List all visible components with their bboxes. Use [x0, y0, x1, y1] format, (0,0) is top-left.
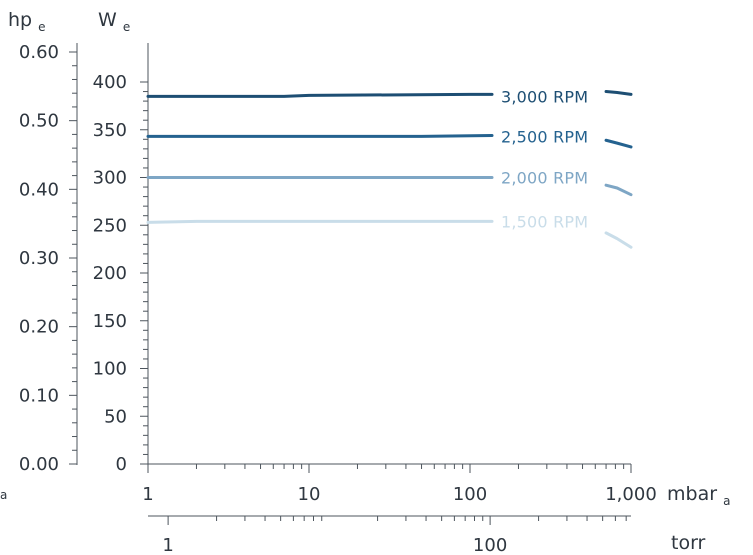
hp-tick-label: 0.20	[19, 317, 59, 338]
series-line-3-000-rpm	[146, 92, 494, 98]
left-edge-subscript: a	[0, 488, 7, 502]
torr-tick-label: 1	[162, 535, 173, 555]
series-tail-2-500-rpm	[604, 138, 633, 149]
hp-tick-label: 0.30	[19, 248, 59, 269]
hp-axis-unit: hp e	[8, 9, 46, 34]
hp-tick-label: 0.40	[19, 179, 59, 200]
series-line-2-500-rpm	[146, 133, 494, 138]
series-tail-3-000-rpm	[604, 90, 633, 96]
series-label-3-000-rpm: 3,000 RPM	[501, 87, 588, 106]
mbar-axis-unit-text: mbar	[667, 483, 717, 505]
hp-tick-label: 0.10	[19, 385, 59, 406]
series-label-1-500-rpm: 1,500 RPM	[501, 212, 588, 231]
series-layer: 3,000 RPM 2,500 RPM 2,000 RPM 1,500 RPM	[146, 87, 633, 249]
torr-axis-ticks: 1 100	[162, 516, 627, 555]
series-label-2-500-rpm: 2,500 RPM	[501, 127, 588, 146]
mbar-tick-label: 1	[142, 484, 153, 505]
mbar-tick-label: 100	[453, 484, 487, 505]
w-tick-label: 250	[93, 215, 127, 236]
w-tick-label: 150	[93, 311, 127, 332]
hp-tick-label: 0.50	[19, 111, 59, 132]
w-tick-label: 200	[93, 263, 127, 284]
w-tick-label: 0	[116, 454, 127, 475]
hp-tick-label: 0.00	[19, 454, 59, 475]
w-axis-ticks: 400 350 300 250 200 150 100 50 0	[93, 72, 148, 475]
w-tick-label: 100	[93, 359, 127, 380]
torr-axis-unit: torr	[671, 532, 706, 554]
hp-axis-ticks: 0.60 0.50 0.40 0.30 0.20 0.10 0.00	[19, 42, 77, 475]
hp-axis-unit-text: hp	[8, 9, 32, 31]
mbar-tick-label: 1,000	[605, 484, 657, 505]
mbar-axis-unit-subscript: a	[723, 494, 730, 508]
w-axis-unit-text: W	[98, 9, 117, 31]
series-line-1-500-rpm	[146, 219, 494, 224]
series-label-2-000-rpm: 2,000 RPM	[501, 169, 588, 188]
w-tick-label: 400	[93, 72, 127, 93]
w-axis-unit: W e	[98, 9, 130, 34]
mbar-axis-ticks: 1 10 100 1,000	[142, 464, 657, 505]
mbar-tick-label: 10	[298, 484, 321, 505]
series-tail-1-500-rpm	[604, 231, 633, 249]
mbar-axis-unit: mbar a	[667, 483, 730, 508]
hp-tick-label: 0.60	[19, 42, 59, 63]
series-tail-2-000-rpm	[604, 183, 633, 197]
w-tick-label: 300	[93, 168, 127, 189]
w-tick-label: 50	[104, 406, 127, 427]
w-axis-unit-subscript: e	[123, 20, 130, 34]
w-tick-label: 350	[93, 120, 127, 141]
torr-tick-label: 100	[473, 535, 507, 555]
hp-axis-unit-subscript: e	[38, 20, 45, 34]
